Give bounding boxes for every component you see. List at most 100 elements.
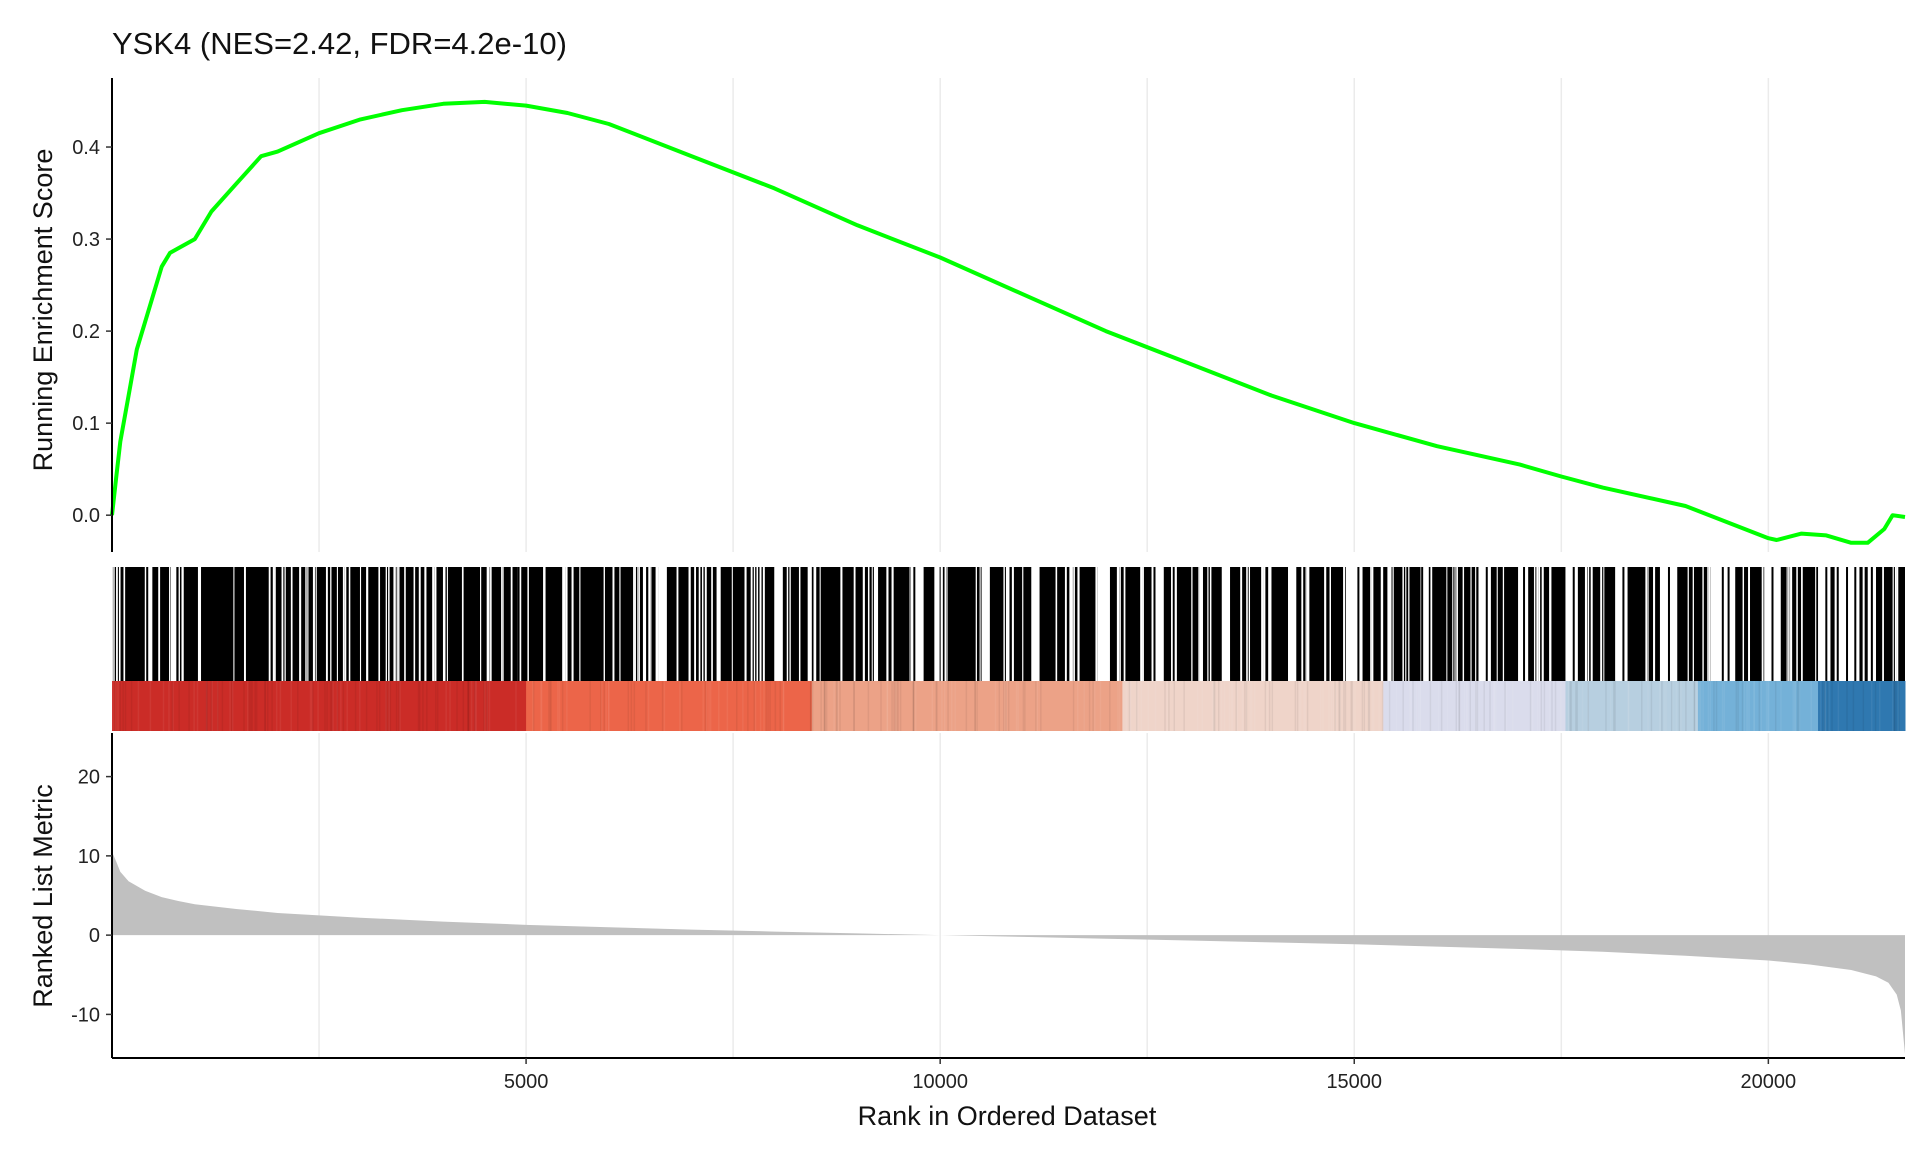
heatmap-stripe xyxy=(137,681,140,731)
heatmap-stripe xyxy=(532,681,535,731)
heatmap-stripe xyxy=(1351,681,1354,731)
heatmap-stripe xyxy=(436,681,439,731)
heatmap-stripe xyxy=(1492,681,1495,731)
heatmap-stripe xyxy=(346,681,348,731)
heatmap-stripe xyxy=(488,681,491,731)
heatmap-stripe xyxy=(264,681,267,731)
heatmap-stripe xyxy=(217,681,219,731)
heatmap-stripe xyxy=(1332,681,1335,731)
hit-gap xyxy=(638,567,640,681)
heatmap-stripe xyxy=(1429,681,1431,731)
hit-band xyxy=(666,567,717,681)
heatmap-stripe xyxy=(1767,681,1769,731)
heatmap-stripe xyxy=(1874,681,1877,731)
heatmap-stripe xyxy=(1339,681,1341,731)
hit-gap xyxy=(1370,567,1372,681)
hit-gap xyxy=(1064,567,1067,681)
heatmap-stripe xyxy=(566,681,568,731)
heatmap-stripe xyxy=(171,681,174,731)
heatmap-stripe xyxy=(1036,681,1039,731)
hit-gap xyxy=(1011,567,1014,681)
heatmap-stripe xyxy=(1368,681,1370,731)
heatmap-stripe xyxy=(172,681,174,731)
heatmap-stripe xyxy=(1458,681,1461,731)
hit-gap xyxy=(1470,567,1472,681)
heatmap-stripe xyxy=(229,681,231,731)
heatmap-stripe xyxy=(1721,681,1724,731)
hit-gap xyxy=(243,567,246,681)
heatmap-stripe xyxy=(1463,681,1466,731)
enrichment-panel xyxy=(110,99,1906,545)
hit-gap xyxy=(198,567,202,681)
hit-gap xyxy=(688,567,691,681)
hit-gap xyxy=(544,567,546,681)
heatmap-stripe xyxy=(1897,681,1900,731)
heatmap-stripe xyxy=(210,681,213,731)
hit-gap xyxy=(1462,567,1465,681)
heatmap-stripe xyxy=(1567,681,1570,731)
heatmap-stripe xyxy=(387,681,389,731)
heatmap-stripe xyxy=(1878,681,1881,731)
hit-gap xyxy=(233,567,235,681)
hit-gap xyxy=(840,567,843,681)
heatmap-stripe xyxy=(736,681,738,731)
heatmap-stripe xyxy=(1109,681,1111,731)
hit-gap xyxy=(571,567,574,681)
heatmap-stripe xyxy=(1671,681,1674,731)
hit-gap xyxy=(1645,567,1648,681)
heatmap-stripe xyxy=(1512,681,1514,731)
heatmap-stripe xyxy=(178,681,180,731)
heatmap-stripe xyxy=(708,681,710,731)
heatmap-stripe xyxy=(216,681,219,731)
hit-gap xyxy=(1708,567,1711,681)
heatmap-stripe xyxy=(763,681,765,731)
heatmap-stripe xyxy=(825,681,828,731)
hit-gap xyxy=(756,567,759,681)
heatmap-stripe xyxy=(998,681,1001,731)
hit-gap xyxy=(1590,567,1593,681)
heatmap-stripe xyxy=(1466,681,1468,731)
hit-gap xyxy=(299,567,302,681)
heatmap-stripe xyxy=(486,681,489,731)
hit-gap xyxy=(871,567,873,681)
heatmap-stripe xyxy=(1196,681,1199,731)
heatmap-stripe xyxy=(449,681,451,731)
hit-gap xyxy=(393,567,396,681)
hit-gap xyxy=(1070,567,1073,681)
hit-gap xyxy=(490,567,492,681)
heatmap-stripe xyxy=(290,681,292,731)
heatmap-stripe xyxy=(243,681,245,731)
hit-gap xyxy=(1456,567,1458,681)
heatmap-stripe xyxy=(1412,681,1414,731)
heatmap-stripe xyxy=(1614,681,1616,731)
heatmap-stripe xyxy=(1695,681,1697,731)
hit-gap xyxy=(1305,567,1307,681)
heatmap-block xyxy=(1565,681,1699,731)
hit-gap xyxy=(348,567,351,681)
hit-gap xyxy=(1402,567,1404,681)
hit-gap xyxy=(1324,567,1327,681)
heatmap-stripe xyxy=(774,681,777,731)
heatmap-stripe xyxy=(474,681,477,731)
heatmap-stripe xyxy=(589,681,591,731)
heatmap-stripe xyxy=(1567,681,1570,731)
hit-gap xyxy=(385,567,387,681)
heatmap-stripe xyxy=(603,681,606,731)
heatmap-stripe xyxy=(1822,681,1824,731)
heatmap-stripe xyxy=(1212,681,1215,731)
gene-hit-marks xyxy=(112,567,1905,681)
heatmap-stripe xyxy=(754,681,757,731)
heatmap-stripe xyxy=(1254,681,1256,731)
hit-gap xyxy=(1123,567,1126,681)
heatmap-stripe xyxy=(422,681,424,731)
heatmap-stripe xyxy=(1670,681,1673,731)
heatmap-stripe xyxy=(1371,681,1374,731)
heatmap-stripe xyxy=(342,681,345,731)
hit-gap xyxy=(315,567,317,681)
heatmap-stripe xyxy=(359,681,361,731)
hit-gap xyxy=(634,567,636,681)
heatmap-stripe xyxy=(1891,681,1894,731)
heatmap-stripe xyxy=(608,681,610,731)
heatmap-stripe xyxy=(1168,681,1170,731)
heatmap-stripe xyxy=(264,681,266,731)
